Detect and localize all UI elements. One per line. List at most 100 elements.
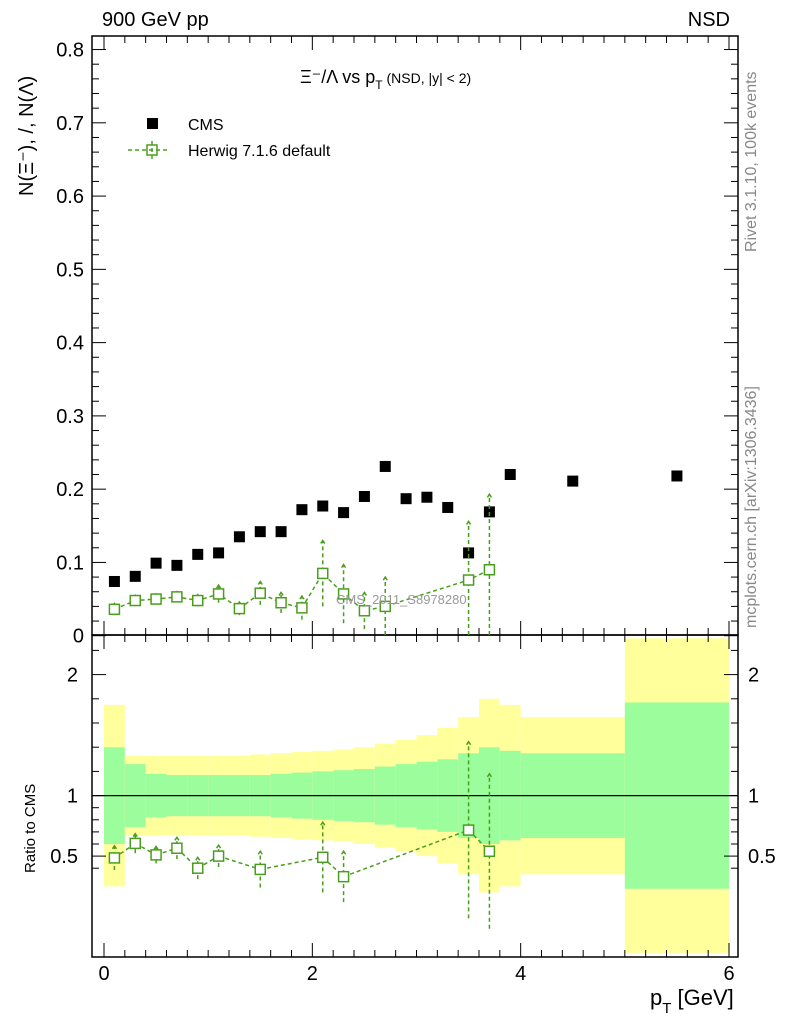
ratio-mc-line	[218, 855, 261, 871]
y-tick-label: 0.6	[56, 186, 84, 208]
ratio-mc-errcap	[257, 849, 263, 855]
cms-point	[317, 500, 329, 512]
ratio-y-tick-label-left: 1	[67, 786, 78, 808]
ratio-mc-point	[212, 850, 225, 862]
mc-errcap	[361, 591, 368, 596]
x-tick-label: 6	[723, 963, 734, 985]
mc-point	[192, 594, 204, 607]
cms-point	[483, 506, 495, 518]
mc-errcap	[299, 594, 305, 600]
cms-point	[296, 504, 308, 516]
cms-point	[129, 570, 141, 582]
ratio-mc-errcap	[486, 772, 493, 778]
mc-errcap	[320, 539, 326, 544]
y-tick-label: 0.2	[56, 479, 84, 501]
ratio-mc-errcap	[153, 845, 159, 850]
ratio-mc-point	[462, 824, 475, 836]
header-right: NSD	[687, 9, 730, 31]
mc-errcap	[215, 583, 222, 589]
ratio-mc-errcap	[320, 820, 326, 826]
ratio-y-tick-label-left: 2	[67, 665, 78, 687]
ratio-mc-point	[317, 851, 329, 864]
text-layer: CMS_2011_S8978280 Ξ⁻/Λ vs pT (NSD, |y| <…	[128, 67, 734, 1017]
cms-point	[254, 526, 266, 538]
mc-point	[462, 574, 475, 586]
cms-point	[171, 559, 183, 571]
mc-errcap	[382, 575, 388, 581]
x-axis-label-sub: T	[662, 1000, 671, 1017]
cms-point	[213, 547, 225, 559]
ratio-y-tick-label-left: 0.5	[50, 846, 78, 868]
y-tick-label: 0.7	[56, 113, 84, 135]
legend-cms-marker	[147, 118, 158, 129]
mc-point	[233, 602, 246, 615]
cms-point	[108, 575, 120, 587]
mc-errcap	[465, 520, 472, 525]
mc-point	[150, 593, 162, 605]
header-left: 900 GeV pp	[102, 9, 209, 31]
chart-watermark: CMS_2011_S8978280	[336, 592, 467, 607]
cms-point	[504, 469, 516, 481]
x-axis-label-tail: [GeV]	[671, 985, 733, 1010]
x-tick-label: 4	[515, 963, 526, 985]
data-layer	[108, 460, 683, 929]
y-tick-label: 0	[73, 626, 84, 648]
y-tick-label: 0.4	[56, 333, 84, 355]
ratio-mc-point	[483, 845, 496, 858]
ratio-mc-errcap	[215, 843, 222, 849]
ratio-mc-point	[254, 863, 266, 876]
y-tick-label: 0.3	[56, 406, 84, 428]
cms-point	[233, 531, 245, 543]
x-axis-label-main: p	[650, 985, 662, 1010]
ratio-mc-point	[108, 852, 121, 864]
cms-point	[379, 460, 391, 472]
mc-point	[171, 591, 183, 603]
cms-point	[671, 470, 683, 482]
cms-point	[338, 507, 350, 519]
mc-point	[254, 587, 266, 599]
chart-title-tail: (NSD, |y| < 2)	[383, 70, 472, 86]
mc-point	[483, 564, 496, 576]
chart-title-sub: T	[375, 78, 383, 92]
cms-point	[192, 548, 204, 560]
ratio-mc-point	[171, 842, 183, 854]
axis-ticks: 0 2 4 6 0 0.1 0.2 0.3 0.4 0.5 0.6 0.7 0.8 0.5 0.5 1 1 2 2	[50, 36, 776, 985]
svg-text:pT [GeV]: pT [GeV]	[650, 985, 734, 1017]
mc-point	[358, 605, 371, 617]
ratio-mc-line	[343, 829, 469, 878]
ratio-mc-errcap	[111, 844, 118, 850]
mc-point	[296, 602, 308, 614]
cms-point	[358, 490, 370, 502]
ratio-mc-point	[150, 849, 162, 861]
mc-point	[337, 588, 350, 600]
cms-point	[275, 526, 287, 538]
y-tick-label: 0.1	[56, 552, 84, 574]
ratio-uncertainty-bands	[92, 638, 738, 953]
ratio-y-tick-label-right: 1	[748, 786, 759, 808]
mc-point	[379, 600, 391, 613]
ratio-mc-point	[129, 837, 141, 850]
cms-point	[442, 501, 454, 513]
chart-title-main: Ξ⁻/Λ vs p	[300, 67, 375, 87]
mc-point	[212, 588, 225, 600]
ratio-mc-line	[260, 856, 323, 871]
y-tick-label: 0.5	[56, 259, 84, 281]
cms-point	[463, 547, 475, 559]
ratio-y-tick-label-right: 0.5	[748, 846, 776, 868]
mc-point	[108, 603, 121, 616]
y-tick-label: 0.8	[56, 40, 84, 62]
cms-point	[567, 475, 579, 487]
ratio-mc-point	[192, 862, 204, 874]
mc-errcap	[257, 580, 263, 585]
mc-line	[114, 569, 490, 612]
mc-errcap	[278, 591, 284, 596]
ratio-y-tick-label-right: 2	[748, 665, 759, 687]
ratio-mc-errcap	[132, 832, 138, 838]
cms-point	[400, 493, 412, 505]
ratio-mc-errcap	[465, 740, 472, 746]
mc-point	[129, 594, 141, 607]
mc-point	[317, 567, 329, 580]
legend-mc-marker	[146, 144, 158, 156]
mc-errcap	[486, 492, 493, 498]
